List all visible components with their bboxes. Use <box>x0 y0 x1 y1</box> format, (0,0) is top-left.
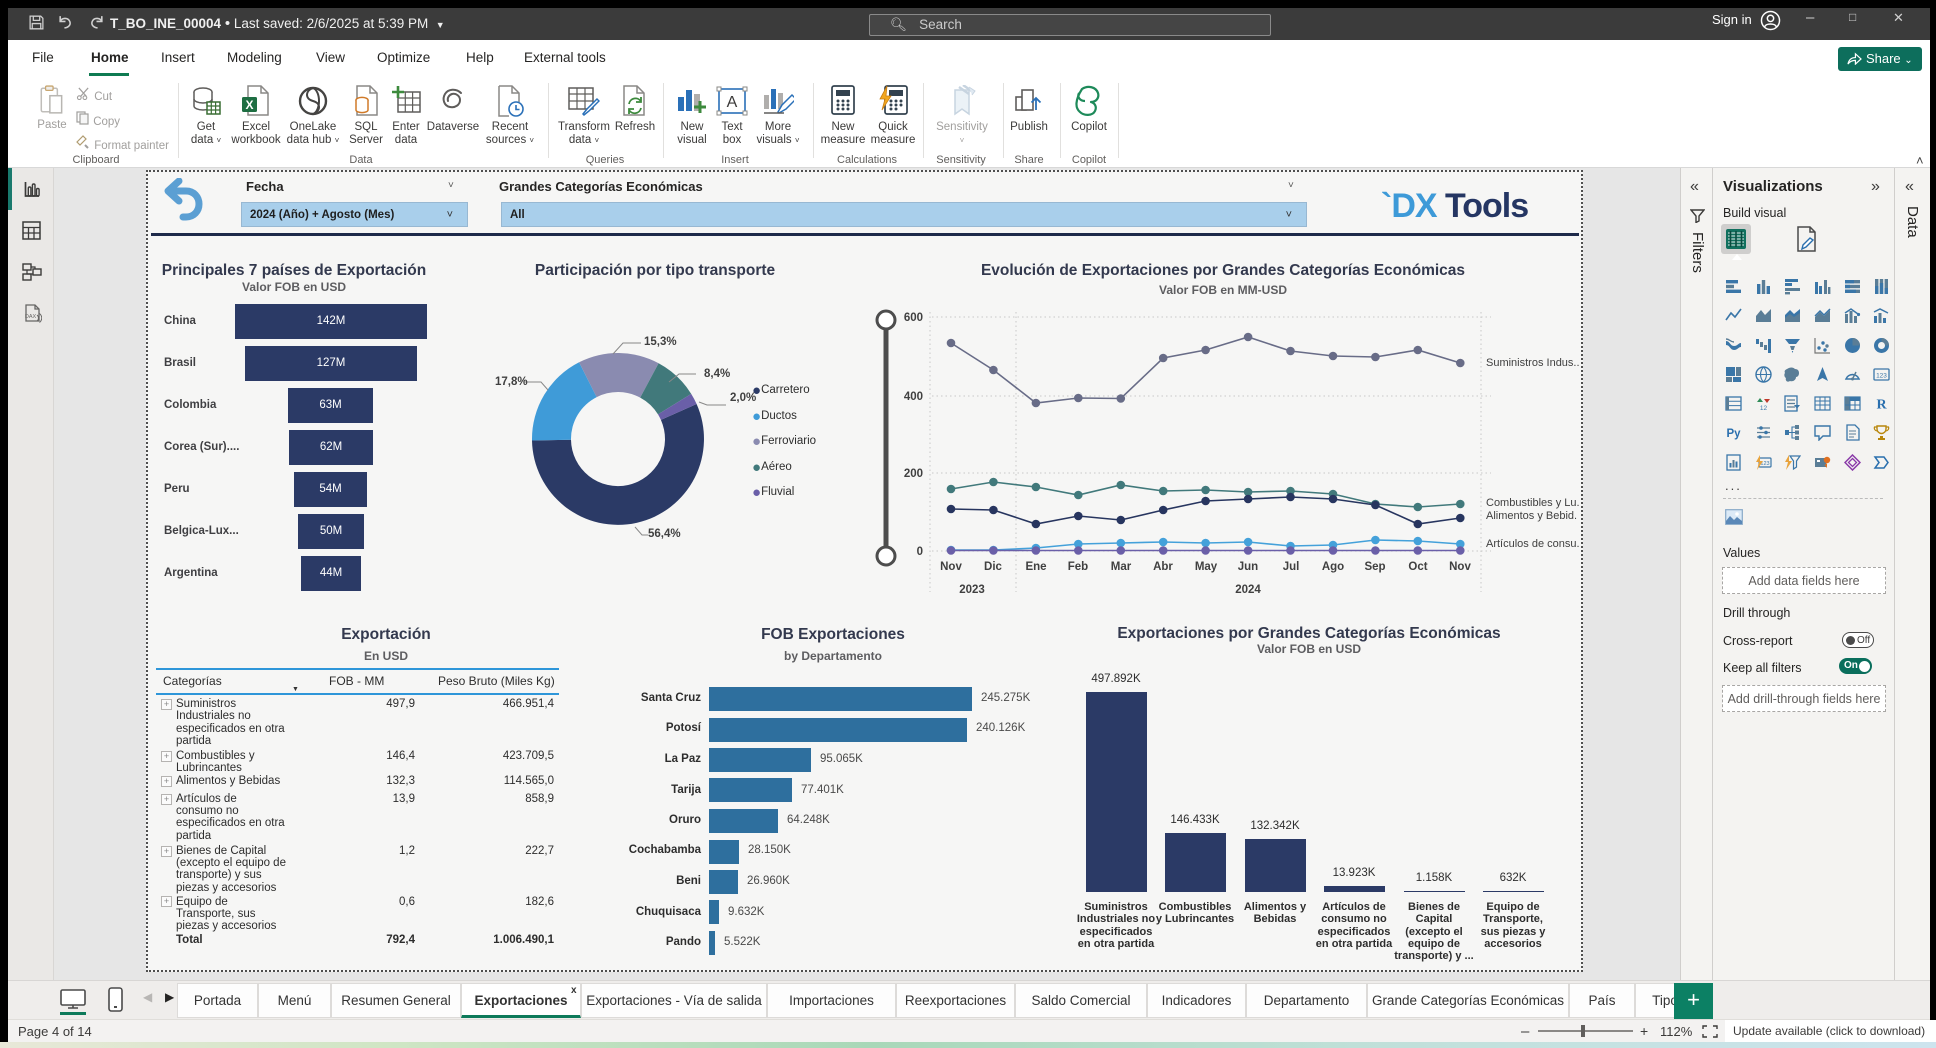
svg-text:Ene: Ene <box>1025 561 1046 573</box>
svg-text:Alimentos y Bebid.: Alimentos y Bebid. <box>1486 510 1577 522</box>
svg-text:Abr: Abr <box>1153 561 1173 573</box>
svg-text:2024: 2024 <box>1235 584 1261 596</box>
svg-text:Suministros Indus..: Suministros Indus.. <box>1486 357 1580 369</box>
svg-text:Mar: Mar <box>1111 561 1132 573</box>
svg-text:X: X <box>245 98 253 112</box>
svg-text:Sep: Sep <box>1364 561 1385 573</box>
svg-text:600: 600 <box>904 312 923 324</box>
svg-text:Nov: Nov <box>1449 561 1471 573</box>
svg-text:Dic: Dic <box>984 561 1003 573</box>
svg-text:Combustibles y Lu.: Combustibles y Lu. <box>1486 497 1580 509</box>
svg-text:Jul: Jul <box>1283 561 1300 573</box>
svg-text:123: 123 <box>1876 373 1887 380</box>
svg-text:12: 12 <box>1760 405 1768 412</box>
svg-text:DAX: DAX <box>25 314 37 320</box>
svg-text:May: May <box>1195 561 1218 573</box>
svg-text:Feb: Feb <box>1068 561 1088 573</box>
svg-text:Nov: Nov <box>940 561 962 573</box>
svg-text:Oct: Oct <box>1408 561 1427 573</box>
svg-text:Jun: Jun <box>1238 561 1258 573</box>
svg-text:0: 0 <box>917 546 923 558</box>
svg-text:123: 123 <box>1760 461 1769 467</box>
svg-text:Py: Py <box>1726 428 1741 440</box>
svg-text:A: A <box>727 94 738 111</box>
svg-text:400: 400 <box>904 391 923 403</box>
svg-text:Ago: Ago <box>1322 561 1344 573</box>
svg-text:2023: 2023 <box>959 584 985 596</box>
svg-text:200: 200 <box>904 468 923 480</box>
svg-text:Artículos de consu.: Artículos de consu. <box>1486 538 1580 550</box>
svg-text:R: R <box>1876 398 1887 413</box>
